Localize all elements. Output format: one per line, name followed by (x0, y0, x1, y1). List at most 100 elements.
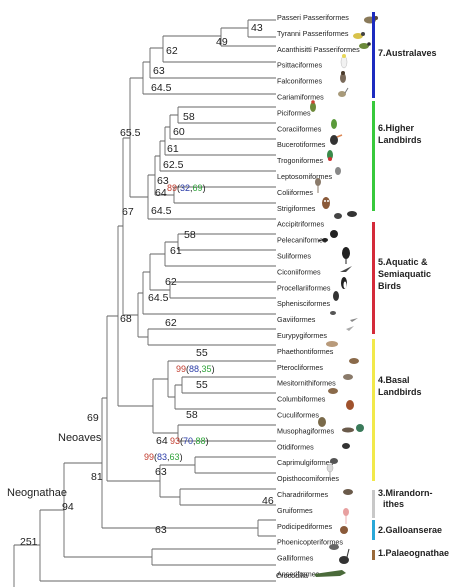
node-age-label: 49 (216, 36, 228, 48)
node-age-label: 251 (20, 536, 38, 548)
falcon-icon (340, 71, 346, 83)
flamingo-icon (343, 508, 349, 524)
turaco-icon (346, 400, 354, 410)
taxon-label: Otidiformes (277, 442, 314, 451)
clade-label-neoaves: Neoaves (58, 432, 102, 444)
petrel-icon (340, 266, 352, 272)
node-age-label: 63 (157, 175, 169, 187)
seriema-icon (338, 87, 349, 97)
taxon-label: Ciconiiformes (277, 267, 321, 276)
taxon-label: Gaviiformes (277, 315, 316, 324)
node-age-label: 63 (155, 524, 167, 536)
trogon-icon (327, 150, 333, 161)
taxon-label: Acanthisitti Passeriformes (277, 45, 360, 54)
taxon-label: Bucerotiformes (277, 140, 326, 149)
booby-icon (317, 238, 328, 242)
taxon-label: Cuculiformes (277, 411, 319, 420)
node-age-label: 55 (196, 347, 208, 359)
taxon-label: Procellariiformes (277, 283, 331, 292)
node-age-label: 64.5 (148, 292, 169, 304)
taxon-labels: Passeri Passeriformes Tyranni Passeriform… (276, 13, 360, 587)
node-age-label: 61 (167, 143, 179, 155)
fowl-icon (340, 526, 348, 534)
node-age-label: 63 (153, 65, 165, 77)
taxon-label: Galliformes (277, 554, 314, 563)
taxon-label: Sphenisciformes (277, 299, 331, 308)
node-age-label: 62.5 (163, 159, 184, 171)
cuckoo-roller-icon (335, 167, 341, 175)
taxon-label: Opisthocomiformes (277, 474, 339, 483)
crocodile-icon (314, 570, 346, 577)
taxon-label: Suliformes (277, 252, 311, 261)
node-age-label: 58 (186, 409, 198, 421)
taxon-label: Musophagiformes (277, 426, 335, 435)
taxon-label: Caprimulgiformes (277, 458, 334, 467)
taxon-label: Tyranni Passeriformes (277, 29, 349, 38)
sandgrouse-icon (326, 341, 338, 347)
taxon-label: Crocodilia (276, 571, 308, 580)
node-age-label: 62 (165, 317, 177, 329)
taxon-label: Falconiformes (277, 77, 323, 86)
node-age-label: 55 (196, 379, 208, 391)
tropicbird-2-icon (346, 326, 354, 331)
bird-illustrations (310, 16, 378, 577)
group-label-palaeognathae: 1.Palaeognathae (378, 548, 449, 558)
node-age-label: 43 (251, 22, 263, 34)
ostrich-icon (339, 548, 350, 564)
support-value: 89(32,69) (167, 183, 206, 193)
group-bar-australaves (372, 12, 375, 98)
group-bar-higher-landbirds (372, 101, 375, 211)
taxon-label: Strigiformes (277, 204, 316, 213)
taxon-label: Podicipediformes (277, 522, 333, 531)
taxon-label: Coliiformes (277, 188, 313, 197)
sandpiper-icon (330, 458, 338, 464)
pelican-icon (330, 230, 338, 238)
loon-icon (333, 291, 339, 301)
taxon-label: Piciformes (277, 108, 311, 117)
hoatzin-icon (356, 424, 364, 432)
taxon-label: Cariamiformes (277, 93, 324, 102)
taxon-label: Pelecaniformes (277, 236, 327, 245)
crane-icon (326, 463, 334, 480)
sunbittern-icon (330, 311, 336, 315)
node-age-label: 68 (120, 313, 132, 325)
group-label-galloanserae: 2.Galloanserae (378, 525, 442, 535)
taxon-label: Accipitriformes (277, 220, 325, 229)
taxon-label: Trogoniformes (277, 156, 323, 165)
taxon-label: Eurypygiformes (277, 331, 327, 340)
roller-icon (331, 119, 337, 129)
support-value: 93(70,88) (170, 436, 209, 446)
group-label-aquatic: 5.Aquatic & Semiaquatic Birds (378, 257, 431, 291)
group-bar-basal-landbirds (372, 339, 375, 481)
node-age-label: 60 (173, 126, 185, 138)
nightjar-icon (342, 427, 354, 433)
node-age-label: 62 (166, 45, 178, 57)
taxon-label: Phaethontiformes (277, 347, 334, 356)
cuckoo-icon (328, 388, 338, 394)
plover-icon (342, 443, 350, 449)
owl-icon (322, 197, 330, 209)
bustard-icon (318, 417, 326, 427)
node-age-label: 67 (122, 206, 134, 218)
tropicbird-icon (350, 318, 358, 322)
clade-label-neognathae: Neognathae (7, 487, 67, 499)
pigeon-icon (343, 374, 353, 380)
taxon-label: Gruiformes (277, 506, 313, 515)
taxon-label: Psittaciformes (277, 61, 323, 70)
node-ages: 43 49 62 63 64.5 65.5 58 60 61 62.5 63 6… (20, 22, 274, 548)
node-age-label: 64 (156, 435, 168, 447)
mousebird-icon (315, 178, 321, 193)
parrot-icon (340, 54, 348, 69)
node-age-label: 62 (165, 276, 177, 288)
woodpecker-icon (310, 100, 316, 112)
taxon-label: Phoenicopteriformes (277, 538, 343, 547)
taxon-label: Pterocliformes (277, 363, 323, 372)
group-legend: 7.Australaves 6.Higher Landbirds 5.Aquati… (372, 12, 449, 560)
node-age-label: 58 (184, 229, 196, 241)
group-bar-palaeognathae (372, 550, 375, 560)
grebe-icon (343, 489, 353, 495)
group-label-basal-landbirds: 4.Basal Landbirds (378, 375, 422, 397)
passerine-bird-icon (364, 16, 378, 24)
node-age-label: 46 (262, 495, 274, 507)
